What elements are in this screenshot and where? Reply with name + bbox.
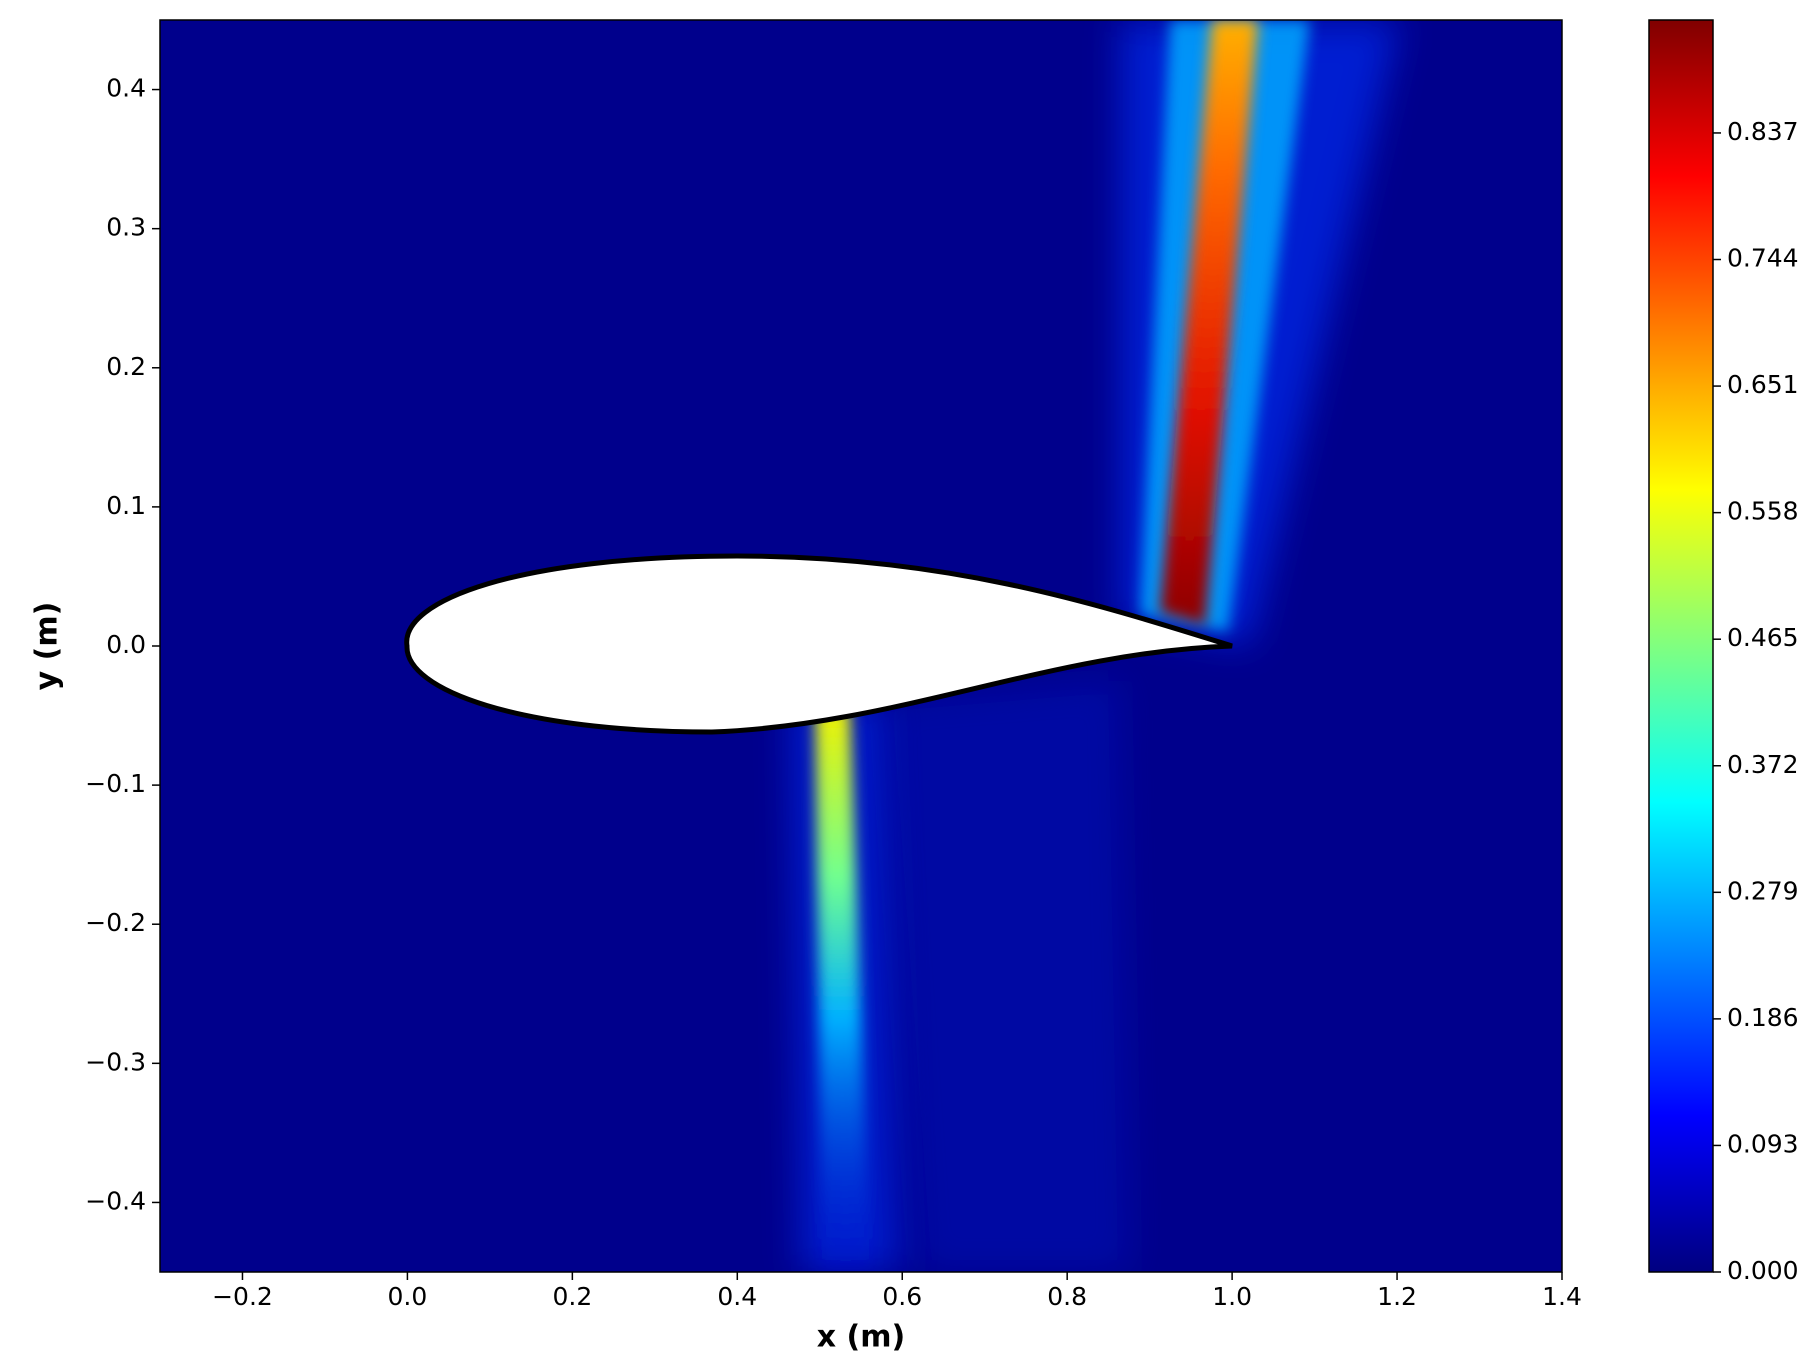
y-tick-label: 0.3 [106,213,146,242]
colorbar-tick-label: 0.279 [1727,876,1799,905]
colorbar-tick-label: 0.837 [1727,117,1799,146]
colorbar-tick-label: 0.558 [1727,497,1799,526]
x-tick-label: 1.0 [1212,1282,1252,1311]
x-tick-label: 0.4 [717,1282,757,1311]
y-axis-label: y (m) [30,602,65,691]
x-tick-label: −0.2 [212,1282,273,1311]
y-tick-label: 0.4 [106,74,146,103]
colorbar-tick-label: 0.000 [1727,1256,1799,1285]
x-tick-label: 0.0 [388,1282,428,1311]
colorbar-tick-label: 0.093 [1727,1129,1799,1158]
field [160,20,1562,1272]
lower-shock-core [815,708,870,1272]
y-tick-label: 0.0 [106,630,146,659]
y-tick-label: 0.2 [106,352,146,381]
airfoil [404,553,1233,735]
colorbar [1648,19,1714,1273]
y-tick-label: 0.1 [106,491,146,520]
colorbar-tick-label: 0.465 [1727,623,1799,652]
y-tick-label: −0.4 [85,1186,146,1215]
x-tick-label: 0.2 [552,1282,592,1311]
x-axis-label: x (m) [817,1320,905,1355]
colorbar-tick-label: 0.651 [1727,370,1799,399]
x-tick-label: 0.6 [882,1282,922,1311]
x-tick-label: 1.4 [1542,1282,1582,1311]
shock-core [1160,20,1258,625]
colorbar-tick-label: 0.186 [1727,1003,1799,1032]
colorbar-tick-label: 0.372 [1727,750,1799,779]
y-tick-label: −0.3 [85,1047,146,1076]
y-tick-label: −0.1 [85,769,146,798]
wake-glow [880,680,1130,1272]
x-tick-label: 0.8 [1047,1282,1087,1311]
y-tick-label: −0.2 [85,908,146,937]
colorbar-tick-label: 0.744 [1727,244,1799,273]
x-tick-label: 1.2 [1377,1282,1417,1311]
